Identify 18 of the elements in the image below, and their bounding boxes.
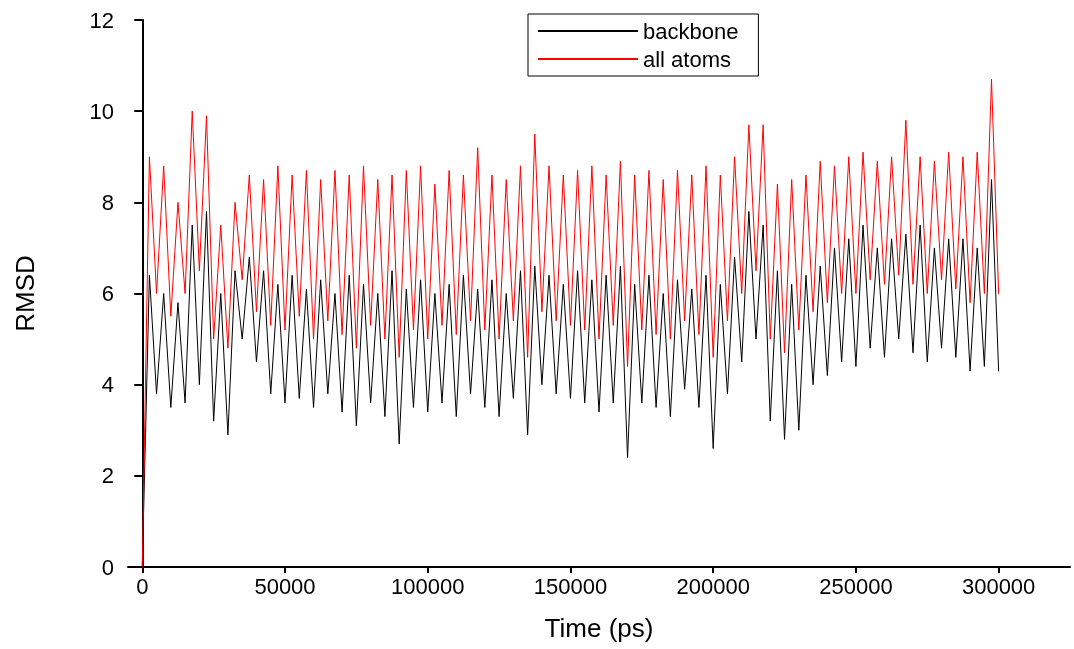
y-tick-label: 8: [101, 189, 114, 215]
legend-label: backbone: [643, 18, 739, 44]
y-tick-label: 0: [101, 554, 114, 580]
x-tick-label: 150000: [533, 573, 608, 599]
y-tick-label: 2: [101, 463, 114, 489]
x-tick-label: 250000: [819, 573, 893, 599]
x-tick-label: 200000: [676, 573, 750, 599]
y-tick-label: 10: [89, 98, 114, 124]
y-tick-label: 6: [101, 281, 114, 306]
y-tick-label: 4: [101, 372, 114, 398]
legend-label: all atoms: [643, 46, 732, 72]
y-axis-title: RMSD: [10, 255, 40, 332]
x-axis-title: Time (ps): [544, 613, 654, 643]
x-tick-label: 0: [136, 573, 149, 599]
y-tick-label: 12: [89, 7, 114, 33]
x-tick-label: 50000: [254, 573, 316, 599]
x-tick-label: 300000: [961, 573, 1036, 599]
x-tick-label: 100000: [391, 573, 465, 599]
